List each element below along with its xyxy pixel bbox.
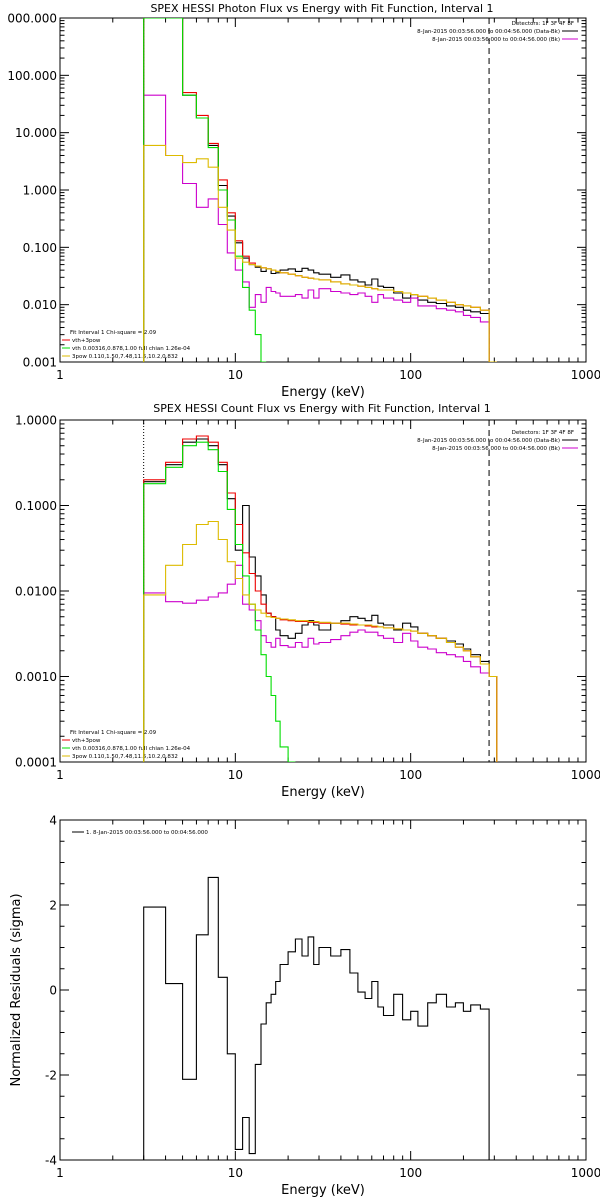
- y-tick-label: 0.1000: [15, 499, 57, 513]
- series-1-8-jan-2015-00-03-56-000-to-00-04-56-000: [143, 876, 497, 1160]
- x-tick-label: 10: [228, 368, 243, 382]
- fit-legend-3pow: 3pow 0.110,1.50,7.48,11.5,10.2,0.832: [72, 754, 178, 760]
- series-3pow: [143, 144, 497, 362]
- legend-detectors: Detectors: 1F 3F 4F 8F: [512, 430, 574, 436]
- x-tick-label: 10: [228, 768, 243, 782]
- fit-legend-vth: vth 0.00316,0.878,1.00 full chian 1.26e-…: [72, 746, 191, 752]
- y-tick-label: 000.000: [7, 12, 57, 26]
- x-tick-label: 100: [399, 768, 422, 782]
- legend-bk: 8-Jan-2015 00:03:56.000 to 00:04:56.000 …: [432, 446, 560, 452]
- count-flux-title: SPEX HESSI Count Flux vs Energy with Fit…: [153, 402, 490, 415]
- y-tick-label: 0.100: [23, 241, 57, 255]
- series-group: [143, 435, 498, 762]
- y-tick-label: 10.000: [15, 126, 57, 140]
- y-tick-label: 2: [49, 899, 57, 913]
- photon-fit-legend: Fit Interval 1 Chi-square = 2.09 vth+3po…: [62, 330, 191, 360]
- fit-legend-header: Fit Interval 1 Chi-square = 2.09: [70, 330, 157, 336]
- x-tick-label: 1: [56, 768, 64, 782]
- y-tick-label: 100.000: [7, 69, 57, 83]
- series-vth: [143, 18, 267, 362]
- photon-flux-title: SPEX HESSI Photon Flux vs Energy with Fi…: [150, 2, 493, 15]
- residuals-ylabel: Normalized Residuals (sigma): [9, 893, 24, 1086]
- y-tick-label: -4: [45, 1154, 57, 1168]
- x-axis-label: Energy (keV): [281, 385, 365, 400]
- fit-legend-3pow: 3pow 0.110,1.50,7.48,11.5,10.2,0.832: [72, 354, 178, 360]
- x-axis-label: Energy (keV): [281, 1183, 365, 1198]
- series-8-jan-2015-00-03-56-000-to-00-04-56-000-bk: [143, 94, 497, 362]
- x-tick-label: 100: [399, 368, 422, 382]
- fit-legend-header: Fit Interval 1 Chi-square = 2.09: [70, 730, 157, 736]
- y-tick-label: 0.0010: [15, 670, 57, 684]
- x-tick-label: 1000: [571, 1166, 600, 1180]
- y-tick-label: -2: [45, 1069, 57, 1083]
- y-tick-label: 0: [49, 984, 57, 998]
- fit-legend-vth-3pow: vth+3pow: [72, 338, 101, 344]
- count-flux-panel: SPEX HESSI Count Flux vs Energy with Fit…: [15, 402, 600, 800]
- x-tick-label: 1: [56, 1166, 64, 1180]
- y-tick-label: 1.000: [23, 184, 57, 198]
- photon-flux-panel: SPEX HESSI Photon Flux vs Energy with Fi…: [7, 2, 600, 400]
- residuals-panel: Normalized Residuals (sigma) 1. 8-Jan-20…: [9, 814, 600, 1199]
- x-tick-label: 1: [56, 368, 64, 382]
- y-tick-label: 0.0001: [15, 756, 57, 770]
- x-tick-label: 1000: [571, 768, 600, 782]
- y-tick-label: 0.001: [23, 356, 57, 370]
- x-tick-label: 1000: [571, 368, 600, 382]
- fit-legend-vth-3pow: vth+3pow: [72, 738, 101, 744]
- series-8-jan-2015-00-03-56-000-to-00-04-56-000-bk: [143, 564, 498, 762]
- legend-residuals: 1. 8-Jan-2015 00:03:56.000 to 00:04:56.0…: [86, 830, 208, 836]
- y-tick-label: 1.0000: [15, 414, 57, 428]
- residuals-legend: 1. 8-Jan-2015 00:03:56.000 to 00:04:56.0…: [72, 830, 208, 836]
- count-fit-legend: Fit Interval 1 Chi-square = 2.09 vth+3po…: [62, 730, 191, 760]
- legend-bk: 8-Jan-2015 00:03:56.000 to 00:04:56.000 …: [432, 37, 560, 43]
- y-tick-label: 0.010: [23, 298, 57, 312]
- series-group: [143, 18, 497, 362]
- y-tick-label: 4: [49, 814, 57, 828]
- y-tick-label: 0.0100: [15, 585, 57, 599]
- x-axis-label: Energy (keV): [281, 785, 365, 800]
- series-group: [143, 876, 497, 1160]
- series-3pow: [143, 520, 498, 762]
- legend-detectors: Detectors: 1F 3F 4F 8F: [512, 21, 574, 27]
- x-tick-label: 10: [228, 1166, 243, 1180]
- x-tick-label: 100: [399, 1166, 422, 1180]
- series-vth: [143, 441, 296, 762]
- fit-legend-vth: vth 0.00316,0.878,1.00 full chian 1.26e-…: [72, 346, 191, 352]
